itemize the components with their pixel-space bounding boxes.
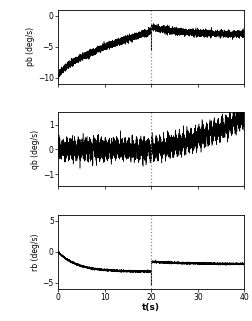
Y-axis label: rb (deg/s): rb (deg/s) (31, 233, 40, 271)
Y-axis label: qb (deg/s): qb (deg/s) (31, 130, 40, 169)
X-axis label: t(s): t(s) (142, 303, 160, 312)
Y-axis label: pb (deg/s): pb (deg/s) (26, 27, 35, 66)
